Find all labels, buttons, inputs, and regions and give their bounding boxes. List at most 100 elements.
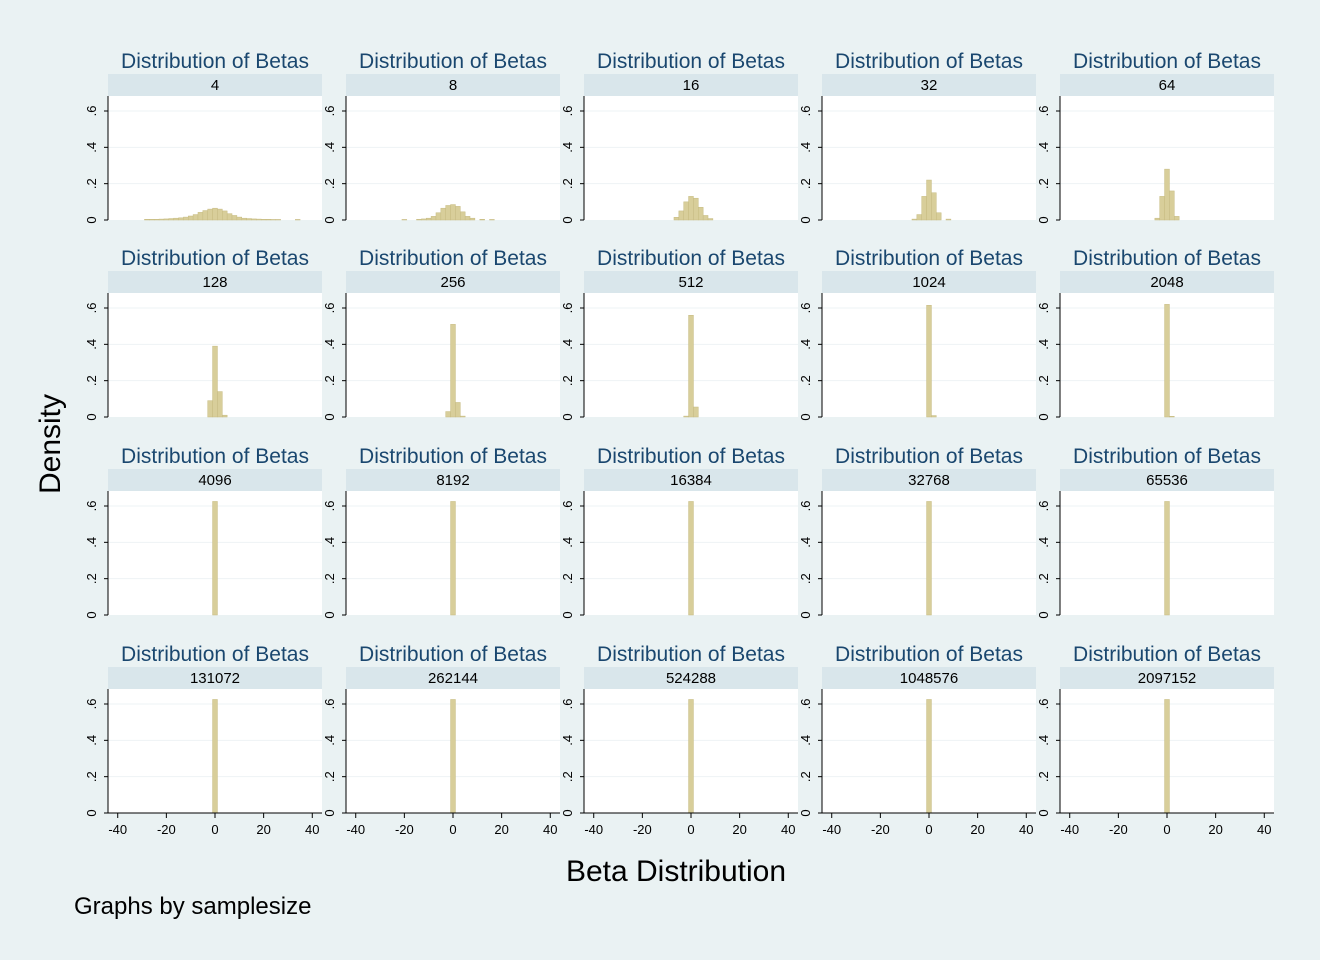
x-tick-label: -20 [633, 822, 652, 837]
histogram-bar [207, 400, 213, 418]
histogram-bar [455, 206, 461, 221]
histogram-bar [693, 406, 699, 418]
panel-16: Distribution of Betas 16 0 .2 .4 .6 [560, 50, 798, 224]
histogram-bar [673, 217, 680, 221]
y-tick-label: .4 [1036, 537, 1051, 548]
x-tick-label: 40 [305, 822, 319, 837]
y-tick-label: .2 [798, 178, 813, 189]
y-tick-label: 0 [322, 216, 337, 223]
y-tick-label: .4 [84, 142, 99, 153]
histogram-bar [236, 216, 243, 221]
y-tick-label: 0 [1036, 611, 1051, 618]
y-tick-label: .4 [560, 339, 575, 350]
histogram-bar [256, 218, 262, 221]
histogram-bar [435, 212, 442, 221]
histogram-bar [479, 219, 485, 221]
y-tick-label: .4 [560, 142, 575, 153]
panel-title: Distribution of Betas [359, 50, 547, 73]
panel-strip-label: 4096 [198, 472, 231, 489]
histogram-bar [445, 411, 451, 418]
histogram-bar [202, 210, 208, 221]
y-tick-label: .2 [1036, 375, 1051, 386]
y-tick-label: 0 [560, 809, 575, 816]
y-tick-label: .2 [1036, 771, 1051, 782]
panel-strip-label: 2097152 [1138, 670, 1196, 687]
y-tick-label: .6 [798, 501, 813, 512]
y-tick-label: .4 [560, 537, 575, 548]
x-tick-label: 0 [925, 822, 932, 837]
panel-title: Distribution of Betas [835, 247, 1023, 270]
graphs-by-note: Graphs by samplesize [74, 893, 311, 920]
histogram-bar [1164, 304, 1170, 418]
x-tick-label: -20 [871, 822, 890, 837]
panel-title: Distribution of Betas [359, 643, 547, 666]
y-tick-label: .2 [798, 375, 813, 386]
y-tick-label: .4 [84, 537, 99, 548]
panel-strip-label: 1048576 [900, 670, 958, 687]
histogram-bar [168, 218, 174, 221]
histogram-bar [217, 391, 223, 418]
x-tick-label: -40 [1060, 822, 1079, 837]
x-tick-label: 20 [732, 822, 746, 837]
histogram-bar [416, 219, 422, 221]
panel-title: Distribution of Betas [121, 50, 309, 73]
x-tick-label: 0 [1163, 822, 1170, 837]
histogram-bar [1164, 168, 1170, 221]
panel-strip-label: 512 [678, 274, 703, 291]
histogram-bar [1164, 699, 1170, 814]
y-tick-label: .4 [798, 537, 813, 548]
histogram-bar [926, 501, 932, 616]
x-tick-label: 20 [256, 822, 270, 837]
panel-title: Distribution of Betas [597, 445, 785, 468]
y-tick-label: 0 [322, 611, 337, 618]
histogram-bar [936, 212, 942, 221]
histogram-bar [183, 216, 189, 221]
y-tick-label: 0 [1036, 216, 1051, 223]
y-tick-label: .6 [322, 303, 337, 314]
y-tick-label: .6 [84, 699, 99, 710]
y-tick-label: .4 [560, 735, 575, 746]
panel-2097152: Distribution of Betas 2097152 0 .2 .4 .6 -40 -2… [1036, 643, 1274, 837]
y-tick-label: .2 [322, 573, 337, 584]
histogram-bar [241, 217, 247, 221]
y-tick-label: 0 [322, 413, 337, 420]
histogram-bar [688, 196, 694, 221]
panel-strip [584, 469, 798, 491]
panel-title: Distribution of Betas [1073, 445, 1261, 468]
panel-strip-label: 16 [683, 77, 700, 94]
histogram-bar [926, 179, 932, 221]
histogram-bar [149, 219, 155, 221]
histogram-bar [222, 210, 228, 221]
panel-title: Distribution of Betas [359, 445, 547, 468]
x-axis-title: Beta Distribution [566, 855, 786, 888]
y-tick-label: .4 [1036, 735, 1051, 746]
panel-title: Distribution of Betas [359, 247, 547, 270]
panel-128: Distribution of Betas 128 0 .2 .4 .6 [84, 247, 322, 421]
histogram-bar [270, 219, 277, 221]
histogram-bar [212, 501, 218, 616]
x-tick-label: -40 [584, 822, 603, 837]
histogram-bar [450, 204, 456, 221]
histogram-bar [450, 501, 456, 616]
panel-strip [346, 667, 560, 689]
x-tick-label: -20 [395, 822, 414, 837]
y-tick-label: .6 [1036, 501, 1051, 512]
panel-strip-label: 256 [440, 274, 465, 291]
histogram-bar [421, 218, 427, 221]
x-tick-label: 0 [449, 822, 456, 837]
panel-strip-label: 16384 [670, 472, 712, 489]
x-tick-label: -20 [157, 822, 176, 837]
panel-strip-label: 32 [921, 77, 938, 94]
y-tick-label: 0 [798, 611, 813, 618]
y-tick-label: .2 [560, 178, 575, 189]
histogram-bar [212, 699, 218, 814]
y-tick-label: 0 [84, 809, 99, 816]
histogram-bar [440, 207, 446, 221]
x-tick-label: -20 [1109, 822, 1128, 837]
panel-strip-label: 64 [1159, 77, 1176, 94]
panel-strip [822, 271, 1036, 293]
histogram-bar [1169, 190, 1175, 221]
y-tick-label: .6 [798, 106, 813, 117]
histogram-bar [212, 207, 218, 221]
panel-strip [1060, 469, 1274, 491]
